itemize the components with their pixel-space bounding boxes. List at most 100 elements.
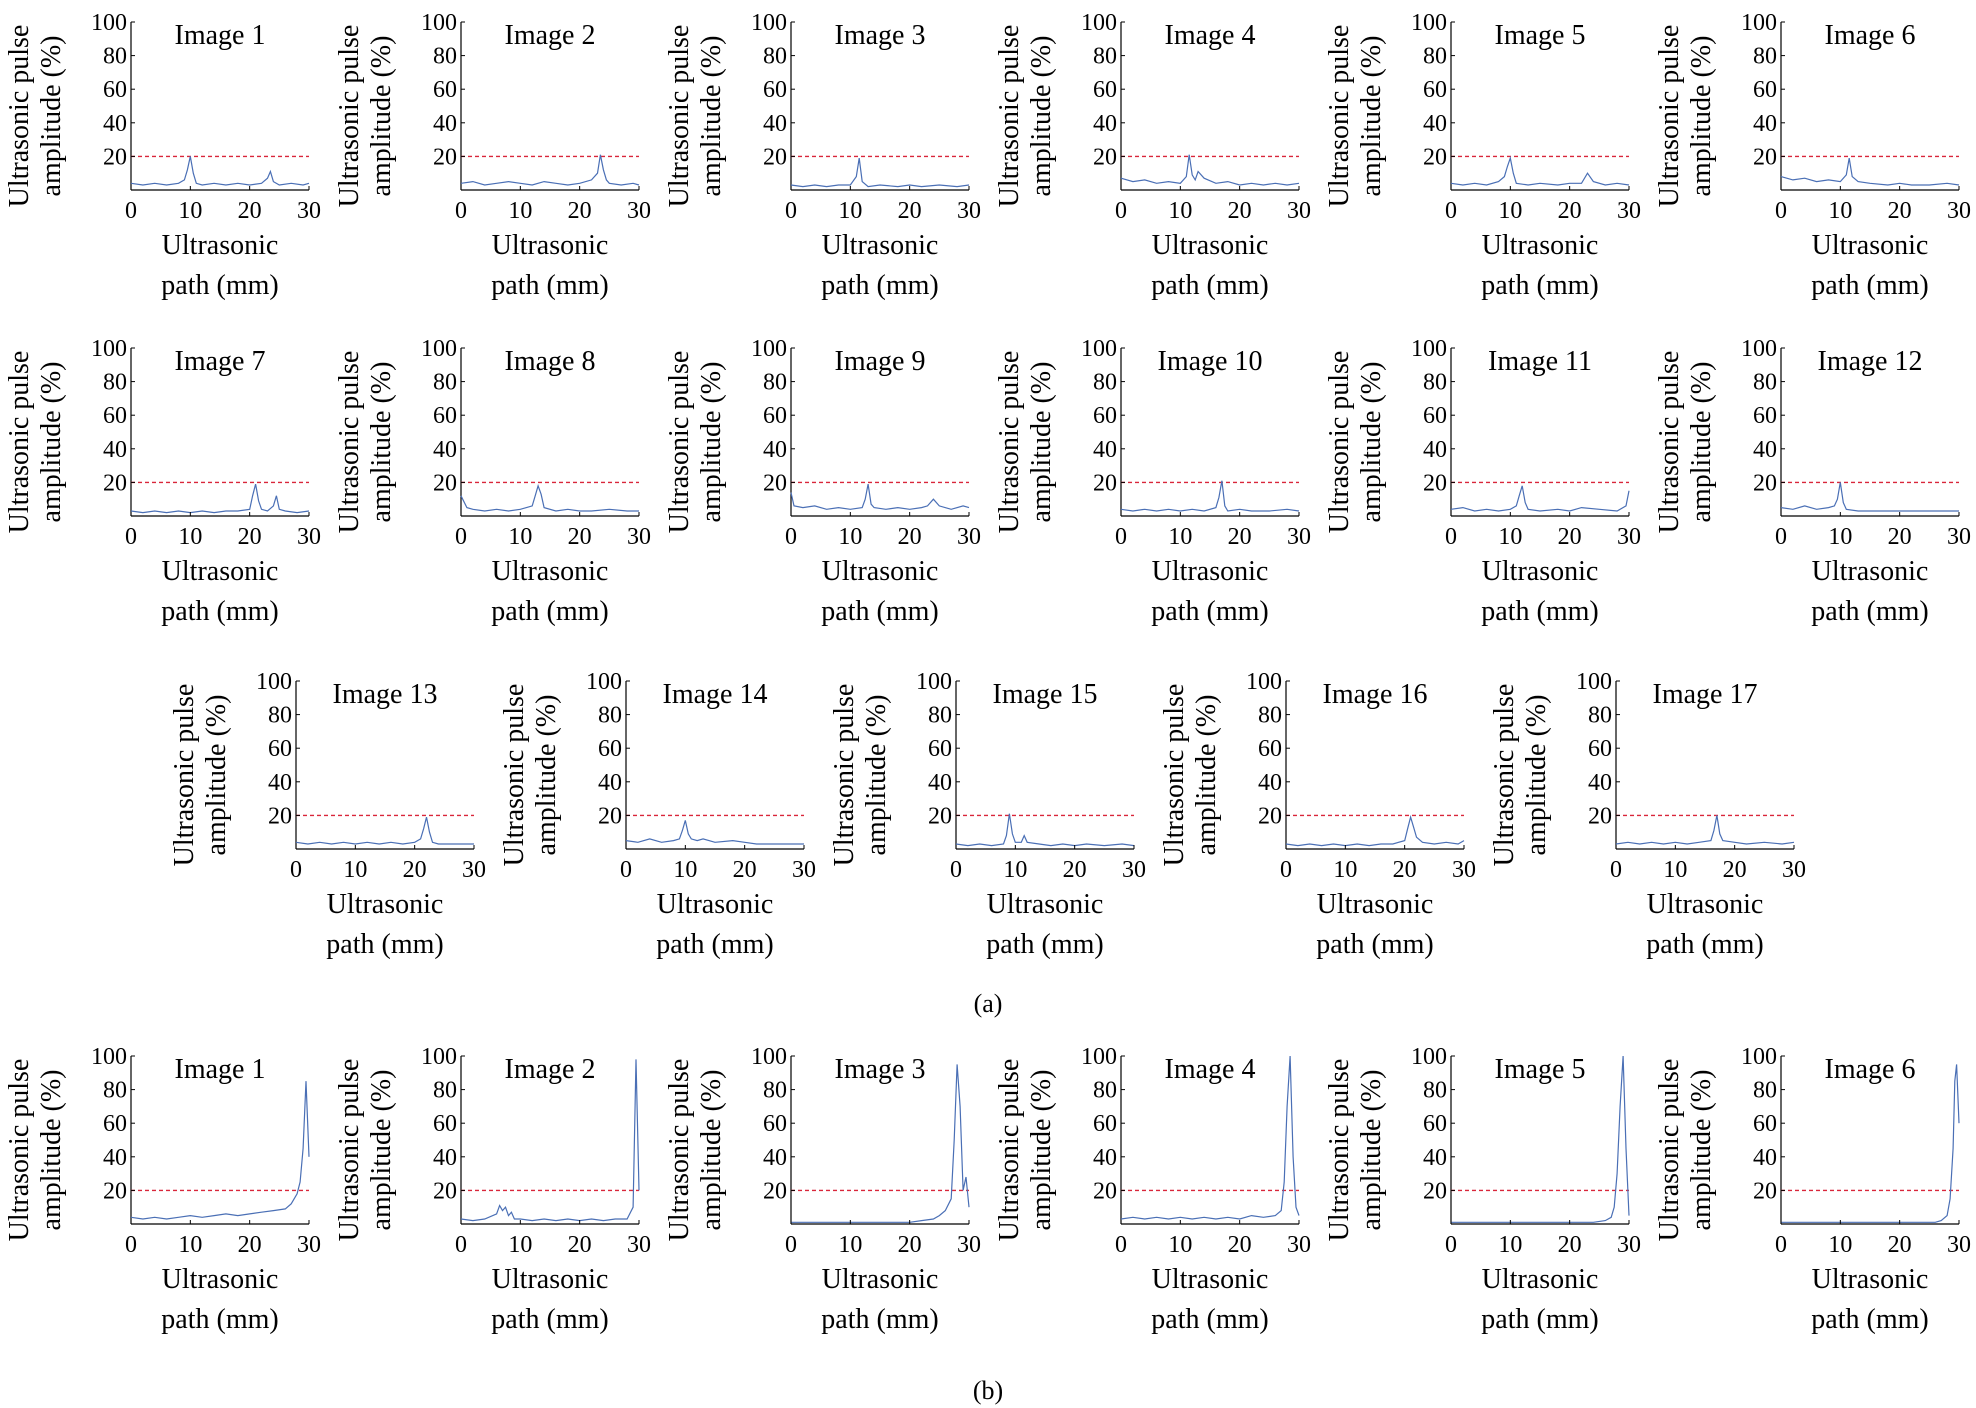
signal-line <box>1780 157 1960 186</box>
y-axis-label: amplitude (%) <box>1356 362 1387 523</box>
y-tick-label: 80 <box>1588 703 1612 729</box>
y-axis-label: amplitude (%) <box>36 36 67 197</box>
x-axis-label: path (mm) <box>1481 596 1598 627</box>
chart-17: 20 40 60 80 100 0 10 20 30 Image 17 Ultrasonic path… <box>1489 669 1806 960</box>
x-tick-label: 0 <box>455 198 467 224</box>
y-axis-label: amplitude (%) <box>1521 695 1552 856</box>
chart-title: Image 3 <box>835 1054 926 1085</box>
signal-line <box>130 483 310 514</box>
x-tick-label: 10 <box>1003 857 1027 883</box>
y-tick-label: 20 <box>433 144 457 170</box>
x-tick-label: 10 <box>1498 198 1522 224</box>
y-tick-label: 60 <box>433 1111 457 1137</box>
x-axis-label: Ultrasonic <box>162 1264 279 1295</box>
y-axis-label: amplitude (%) <box>1026 1070 1057 1231</box>
chart-20: 20 40 60 80 100 0 10 20 30 Image 3 Ultrasonic path … <box>664 1044 981 1335</box>
y-tick-label: 80 <box>1093 44 1117 70</box>
y-tick-label: 100 <box>1741 1044 1777 1070</box>
x-tick-label: 10 <box>343 857 367 883</box>
x-tick-label: 20 <box>568 524 592 550</box>
y-axis-label: amplitude (%) <box>366 36 397 197</box>
y-axis-label: amplitude (%) <box>696 362 727 523</box>
y-tick-label: 80 <box>1753 1078 1777 1104</box>
y-axis-label: Ultrasonic pulse <box>1324 1059 1355 1242</box>
chart-19: 20 40 60 80 100 0 10 20 30 Image 2 Ultrasonic path … <box>334 1044 651 1335</box>
y-axis-label: Ultrasonic pulse <box>664 25 695 208</box>
y-tick-label: 40 <box>433 437 457 463</box>
chart-11: 20 40 60 80 100 0 10 20 30 Image 11 Ultrasonic path… <box>1324 336 1641 627</box>
chart-9: 20 40 60 80 100 0 10 20 30 Image 9 Ultrasonic path … <box>664 336 981 627</box>
x-tick-label: 30 <box>1947 198 1971 224</box>
x-tick-label: 0 <box>455 524 467 550</box>
x-tick-label: 30 <box>1287 524 1311 550</box>
y-tick-label: 100 <box>751 1044 787 1070</box>
y-tick-label: 60 <box>928 736 952 762</box>
y-axis-label: Ultrasonic pulse <box>1654 1059 1685 1242</box>
y-tick-label: 60 <box>268 736 292 762</box>
y-tick-label: 100 <box>1081 1044 1117 1070</box>
x-tick-label: 30 <box>1947 1232 1971 1258</box>
y-axis-label: Ultrasonic pulse <box>334 25 365 208</box>
x-axis-label: Ultrasonic <box>162 556 279 587</box>
signal-line <box>625 820 804 845</box>
y-tick-label: 100 <box>91 336 127 362</box>
y-tick-label: 60 <box>763 1111 787 1137</box>
panel-label-b: (b) <box>973 1376 1003 1405</box>
y-tick-label: 100 <box>421 10 457 36</box>
y-tick-label: 100 <box>1741 10 1777 36</box>
y-tick-label: 40 <box>928 770 952 796</box>
y-axis-label: Ultrasonic pulse <box>994 25 1025 208</box>
y-axis-label: Ultrasonic pulse <box>1489 684 1520 867</box>
y-tick-label: 60 <box>103 1111 127 1137</box>
y-tick-label: 40 <box>1753 111 1777 137</box>
y-tick-label: 40 <box>1423 1145 1447 1171</box>
y-tick-label: 20 <box>1753 470 1777 496</box>
y-axis-label: amplitude (%) <box>861 695 892 856</box>
x-tick-label: 20 <box>238 198 262 224</box>
signal-line <box>1781 1064 1960 1223</box>
chart-title: Image 12 <box>1818 346 1923 377</box>
y-tick-label: 20 <box>598 803 622 829</box>
y-tick-label: 60 <box>1753 403 1777 429</box>
y-tick-label: 60 <box>433 77 457 103</box>
y-axis-label: Ultrasonic pulse <box>664 1059 695 1242</box>
x-axis-label: path (mm) <box>656 929 773 960</box>
chart-title: Image 2 <box>505 20 596 51</box>
y-tick-label: 20 <box>1423 1178 1447 1204</box>
chart-title: Image 16 <box>1323 679 1428 710</box>
signal-line <box>1120 154 1300 186</box>
x-tick-label: 30 <box>627 198 651 224</box>
chart-title: Image 13 <box>333 679 438 710</box>
chart-21: 20 40 60 80 100 0 10 20 30 Image 4 Ultrasonic path … <box>994 1044 1311 1335</box>
x-axis-label: path (mm) <box>1481 270 1598 301</box>
y-tick-label: 40 <box>433 111 457 137</box>
y-axis-label: Ultrasonic pulse <box>1654 25 1685 208</box>
x-tick-label: 0 <box>1115 1232 1127 1258</box>
signal-line <box>1615 815 1795 845</box>
y-tick-label: 80 <box>1753 44 1777 70</box>
y-axis-label: Ultrasonic pulse <box>169 684 200 867</box>
chart-title: Image 2 <box>505 1054 596 1085</box>
y-tick-label: 20 <box>1753 1178 1777 1204</box>
x-axis-label: path (mm) <box>491 270 608 301</box>
x-tick-label: 20 <box>733 857 757 883</box>
y-axis-label: amplitude (%) <box>1356 1070 1387 1231</box>
signal-line <box>1120 480 1300 512</box>
y-tick-label: 20 <box>763 144 787 170</box>
signal-line <box>1120 1055 1300 1220</box>
chart-2: 20 40 60 80 100 0 10 20 30 Image 2 Ultrasonic path … <box>334 10 651 301</box>
y-tick-label: 60 <box>433 403 457 429</box>
x-axis-label: Ultrasonic <box>1317 889 1434 920</box>
y-tick-label: 40 <box>433 1145 457 1171</box>
y-tick-label: 60 <box>763 77 787 103</box>
signal-line <box>1450 485 1630 512</box>
chart-23: 20 40 60 80 100 0 10 20 30 Image 6 Ultrasonic path … <box>1654 1044 1971 1335</box>
y-tick-label: 100 <box>1081 10 1117 36</box>
x-tick-label: 20 <box>1063 857 1087 883</box>
y-tick-label: 60 <box>1258 736 1282 762</box>
x-tick-label: 10 <box>838 198 862 224</box>
chart-14: 20 40 60 80 100 0 10 20 30 Image 14 Ultrasonic path… <box>499 669 816 960</box>
y-tick-label: 20 <box>763 470 787 496</box>
chart-title: Image 5 <box>1495 1054 1586 1085</box>
x-axis-label: Ultrasonic <box>492 230 609 261</box>
